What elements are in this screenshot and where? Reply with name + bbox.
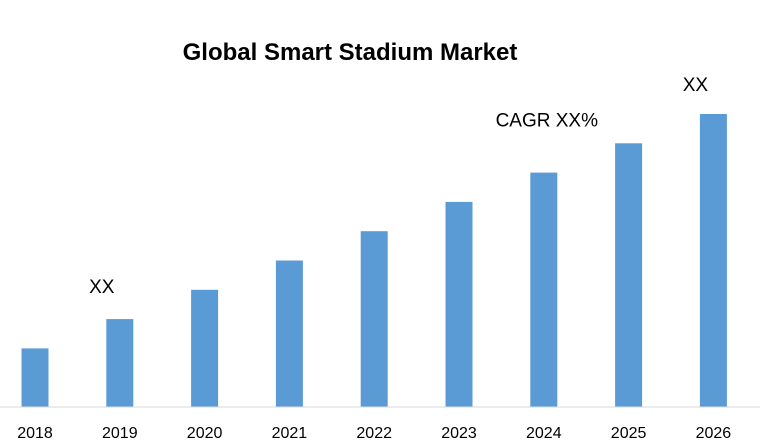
bar-2018: [21, 348, 49, 407]
bar-2021: [275, 260, 303, 407]
bar-2019: [106, 319, 134, 407]
annotation-3: XX: [683, 75, 709, 96]
annotation-2: CAGR XX%: [496, 111, 599, 132]
bar-2026: [699, 114, 727, 407]
chart-title: Global Smart Stadium Market: [183, 39, 518, 66]
x-tick-label-2020: 2020: [187, 425, 223, 440]
x-tick-label-2023: 2023: [441, 425, 477, 440]
x-tick-label-2024: 2024: [526, 425, 562, 440]
x-tick-labels: 2018 2019 2020 2021 2022 2023 2024 2025 2026: [17, 425, 731, 440]
x-tick-label-2018: 2018: [17, 425, 53, 440]
x-tick-label-2025: 2025: [611, 425, 647, 440]
bar-2024: [530, 172, 558, 407]
x-tick-label-2019: 2019: [102, 425, 138, 440]
bar-2020: [191, 289, 219, 407]
x-tick-label-2026: 2026: [696, 425, 732, 440]
annotation-1: XX: [89, 277, 115, 298]
bar-2025: [615, 143, 643, 408]
annotations-group: XX CAGR XX% XX: [89, 75, 708, 298]
bars-group: [21, 114, 727, 408]
x-tick-label-2021: 2021: [272, 425, 308, 440]
x-tick-label-2022: 2022: [356, 425, 392, 440]
bar-2023: [445, 201, 473, 407]
bar-2022: [360, 231, 388, 407]
